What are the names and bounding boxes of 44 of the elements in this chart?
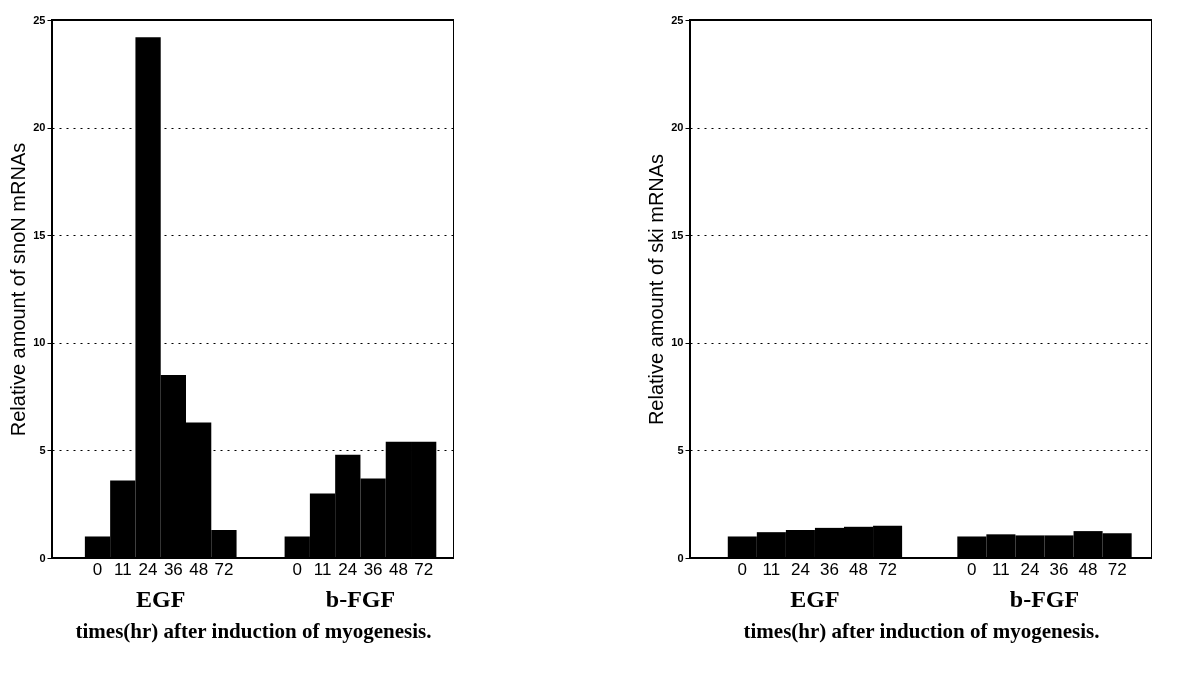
text: EGF: [790, 586, 840, 612]
x-tick-label: 72: [214, 560, 234, 579]
x-tick-label: 72: [414, 560, 434, 579]
x-tick-label: 24: [138, 560, 158, 579]
y-axis-title: Relative amount of ski mRNAs: [645, 153, 668, 426]
y-tick-label: 25: [671, 13, 684, 26]
text: b-FGF: [325, 586, 396, 612]
x-tick-label: 11: [313, 560, 332, 579]
text: b-FGF: [1009, 586, 1080, 612]
y-tick-label: 20: [33, 121, 46, 134]
x-tick-label: 36: [1049, 560, 1069, 579]
x-axis-title: times(hr) after induction of myogenesis.: [75, 618, 432, 643]
y-tick-label: 10: [33, 336, 46, 349]
y-tick-label: 20: [671, 121, 684, 134]
x-tick-label: 36: [363, 560, 383, 579]
text: EGF: [136, 586, 186, 612]
y-tick-label: 10: [671, 336, 684, 349]
x-tick-label: 24: [338, 560, 358, 579]
x-tick-label: 72: [878, 560, 898, 579]
x-axis-title: times(hr) after induction of myogenesis.: [743, 618, 1100, 643]
y-tick-label: 15: [671, 228, 684, 241]
y-tick-label: 0: [39, 551, 46, 564]
x-tick-label: 0: [292, 560, 302, 579]
x-tick-label: 24: [790, 560, 810, 579]
x-tick-label: 48: [849, 560, 868, 579]
x-tick-label: 11: [992, 560, 1010, 579]
x-tick-label: 36: [820, 560, 839, 579]
y-axis-title: Relative amount of snoN mRNAs: [7, 142, 30, 437]
y-tick-label: 0: [677, 551, 684, 564]
x-tick-label: 0: [967, 560, 977, 579]
y-tick-label: 5: [39, 443, 46, 456]
x-tick-label: 11: [762, 560, 781, 579]
y-tick-label: 5: [677, 443, 684, 456]
x-tick-label: 48: [388, 560, 408, 579]
x-tick-label: 72: [1107, 560, 1127, 579]
x-tick-label: 48: [1078, 560, 1098, 579]
y-tick-label: 15: [33, 228, 46, 241]
x-tick-label: 48: [189, 560, 209, 579]
x-tick-label: 0: [92, 560, 103, 579]
x-tick-label: 11: [113, 560, 132, 579]
x-tick-label: 36: [163, 560, 183, 579]
x-tick-label: 24: [1020, 560, 1040, 579]
y-tick-label: 25: [33, 13, 46, 26]
x-tick-label: 0: [737, 560, 748, 579]
